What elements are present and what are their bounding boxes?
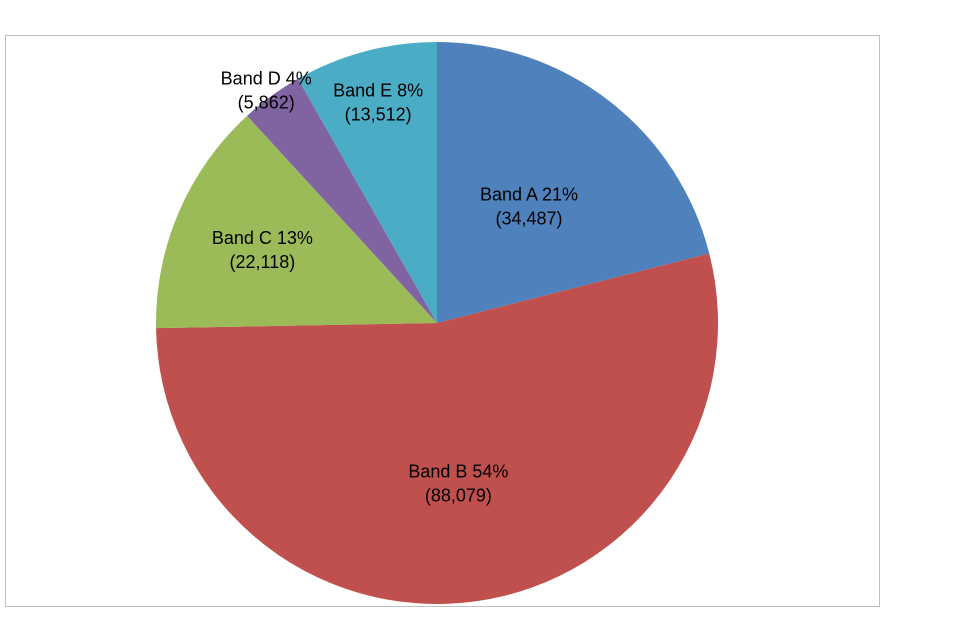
pie-slice-band-e [297,42,437,323]
slice-label-band-b: Band B 54% [408,462,508,482]
pie-slices [156,42,719,605]
slice-count-band-a: (34,487) [495,209,562,229]
slice-count-band-c: (22,118) [230,252,296,272]
pie-slice-band-b [156,253,719,605]
slice-label-band-e: Band E 8% [333,81,423,101]
pie-slice-band-d [247,78,437,323]
pie-slice-band-c [156,115,437,329]
slice-label-band-c: Band C 13% [212,228,313,248]
pie-slice-band-a [437,42,710,323]
slice-label-band-d: Band D 4% [221,69,312,89]
pie-labels: Band A 21% (34,487) Band B 54% (88,079) Band… [212,69,578,506]
slice-count-band-d: (5,862) [238,93,295,113]
slice-label-band-a: Band A 21% [480,185,578,205]
slice-count-band-b: (88,079) [425,486,492,506]
slice-count-band-e: (13,512) [345,105,412,125]
